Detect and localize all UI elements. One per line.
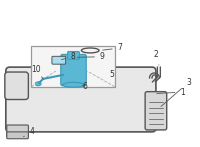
FancyBboxPatch shape	[145, 92, 167, 130]
Text: 5: 5	[109, 70, 114, 80]
Text: 3: 3	[161, 78, 191, 107]
Text: 9: 9	[77, 52, 105, 61]
Text: 1: 1	[157, 88, 185, 97]
FancyBboxPatch shape	[6, 67, 156, 132]
Text: 2: 2	[154, 50, 159, 65]
FancyBboxPatch shape	[7, 132, 28, 139]
FancyBboxPatch shape	[61, 54, 86, 86]
FancyBboxPatch shape	[52, 56, 66, 64]
FancyBboxPatch shape	[31, 46, 115, 87]
Text: 6: 6	[82, 82, 87, 91]
Circle shape	[33, 65, 45, 77]
FancyBboxPatch shape	[5, 72, 28, 100]
Ellipse shape	[63, 82, 84, 87]
FancyBboxPatch shape	[68, 51, 79, 59]
Text: 7: 7	[103, 44, 123, 52]
Text: 4: 4	[23, 127, 34, 137]
Circle shape	[64, 62, 81, 80]
Text: 10: 10	[31, 65, 43, 79]
FancyBboxPatch shape	[7, 125, 28, 137]
Ellipse shape	[35, 82, 41, 86]
Text: 8: 8	[61, 52, 75, 61]
